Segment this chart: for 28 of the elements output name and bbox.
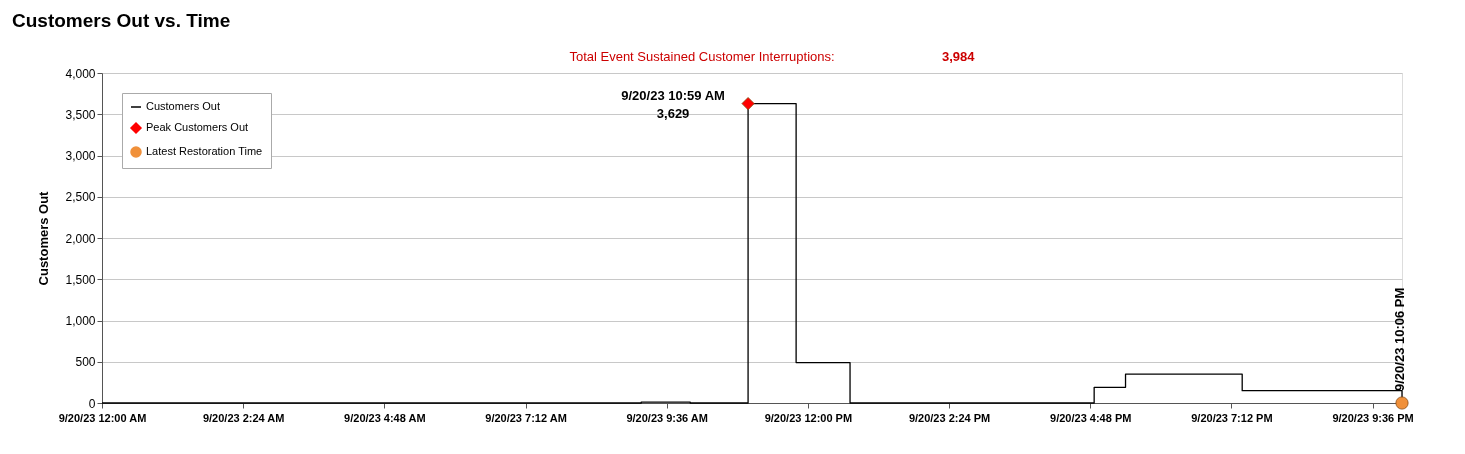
x-tick-label: 9/20/23 2:24 PM: [908, 411, 991, 424]
annotation: 9/20/23 10:59 AM 3,629: [621, 87, 725, 121]
y-tick-label: 0: [88, 396, 96, 411]
x-tick-label: 9/20/23 7:12 AM: [485, 411, 567, 424]
text: 3,984: [942, 49, 976, 64]
y-tick-label: 500: [75, 355, 96, 370]
annotation: 9/20/23 10:06 PM: [1392, 287, 1407, 391]
y-axis-title: Customers Out: [36, 190, 52, 286]
x-tick-label: 9/20/23 4:48 PM: [1050, 411, 1132, 424]
y-tick-label: 2,000: [65, 231, 96, 246]
y-tick-label: 1,500: [65, 272, 96, 287]
y-tick-label: 3,500: [65, 107, 96, 122]
x-tick-label: 9/20/23 9:36 PM: [1332, 411, 1414, 424]
y-tick-label: 4,000: [65, 66, 96, 81]
legend-label: Peak Customers Out: [146, 121, 249, 133]
chart-title: Customers Out vs. Time: [12, 10, 231, 31]
text: Total Event Sustained Customer Interruptions:: [569, 49, 835, 64]
x-tick-label: 9/20/23 2:24 AM: [202, 411, 285, 424]
x-tick-label: 9/20/23 9:36 AM: [626, 411, 708, 424]
x-tick-label: 9/20/23 7:12 PM: [1191, 411, 1273, 424]
y-tick-label: 2,500: [65, 190, 96, 205]
legend-label: Latest Restoration Time: [146, 145, 263, 157]
x-tick-label: 9/20/23 4:48 AM: [344, 411, 426, 424]
x-tick-label: 9/20/23 12:00 AM: [58, 411, 147, 424]
legend-label: Customers Out: [146, 100, 220, 112]
y-tick-label: 1,000: [65, 314, 96, 328]
x-tick-label: 9/20/23 12:00 PM: [764, 411, 853, 424]
y-tick-label: 3,000: [65, 149, 96, 163]
